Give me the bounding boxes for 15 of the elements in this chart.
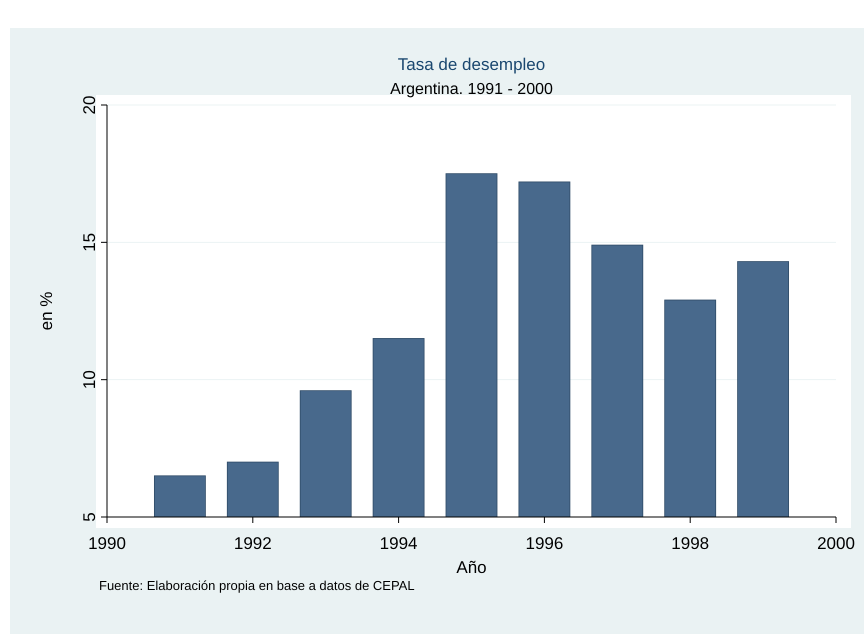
y-axis-title: en % <box>37 292 56 330</box>
x-tick-label: 1990 <box>88 534 126 553</box>
x-axis-title: Año <box>456 558 487 577</box>
x-tick-label: 2000 <box>817 534 855 553</box>
y-tick-label: 5 <box>80 512 99 522</box>
chart-subtitle: Argentina. 1991 - 2000 <box>390 81 553 98</box>
x-tick-label: 1994 <box>380 534 418 553</box>
y-tick-label: 10 <box>80 370 99 390</box>
y-tick-label: 15 <box>80 232 99 252</box>
x-tick-label: 1998 <box>671 534 710 553</box>
x-tick-label: 1992 <box>234 534 272 553</box>
chart-title: Tasa de desempleo <box>398 55 546 74</box>
source-note: Fuente: Elaboración propia en base a datos de CEPAL <box>99 578 415 593</box>
x-tick-label: 1996 <box>525 534 564 553</box>
y-tick-label: 20 <box>80 96 99 114</box>
